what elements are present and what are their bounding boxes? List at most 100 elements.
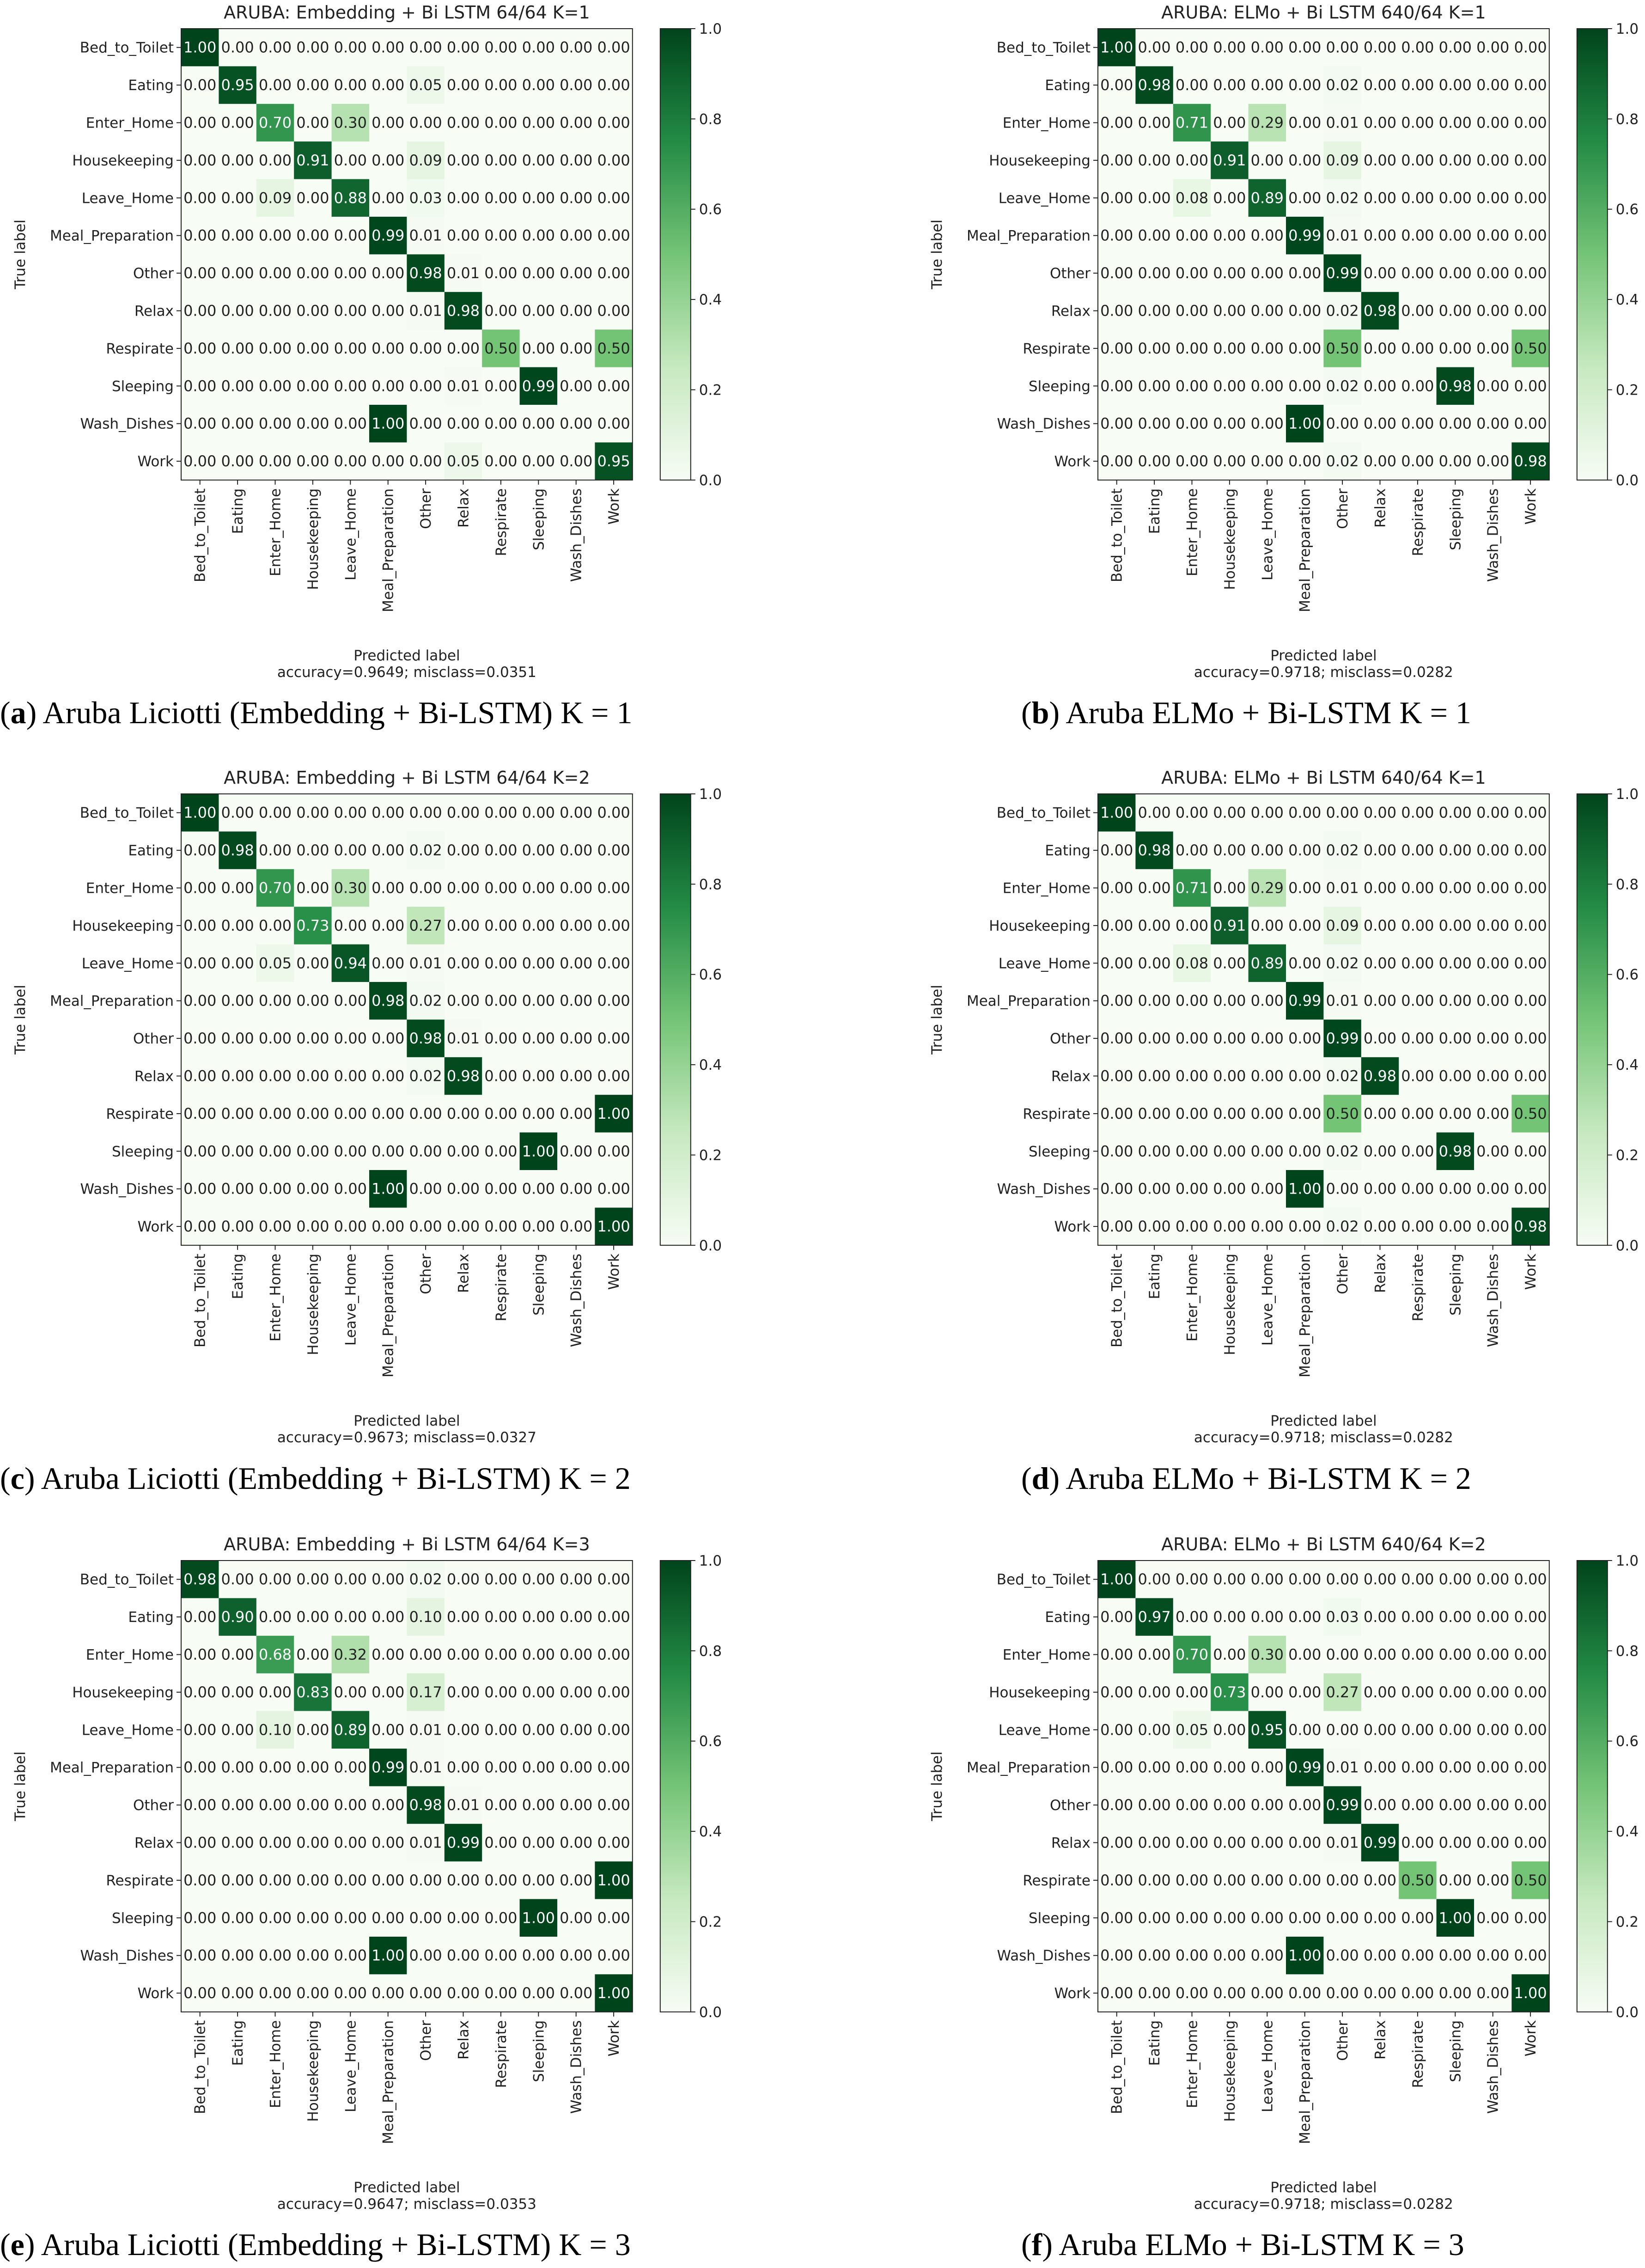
cell-value-label: 0.00 <box>1401 1834 1434 1852</box>
accuracy-label: accuracy=0.9647; misclass=0.0353 <box>277 2196 536 2213</box>
matrix-cell <box>1248 1786 1286 1824</box>
cell-value-label: 0.03 <box>409 189 442 207</box>
cell-value-label: 0.00 <box>484 189 517 207</box>
matrix-cell <box>1436 1132 1474 1171</box>
matrix-cell <box>1436 442 1474 481</box>
y-tick-label: Sleeping <box>1029 1143 1091 1160</box>
matrix-cell <box>444 29 482 67</box>
matrix-cell <box>1511 907 1550 945</box>
cell-value-label: 0.00 <box>1176 452 1208 470</box>
cell-value-label: 0.00 <box>334 1947 367 1964</box>
cell-value-label: 0.00 <box>296 1796 329 1814</box>
matrix-cell <box>1474 1861 1512 1900</box>
cell-value-label: 0.00 <box>560 1834 592 1852</box>
matrix-cell <box>1436 831 1474 870</box>
x-tick-label: Sleeping <box>530 488 547 550</box>
matrix-cell <box>256 1899 294 1937</box>
matrix-cell <box>294 442 332 481</box>
cell-value-label: 0.00 <box>1251 1947 1284 1964</box>
cell-value-label: 0.00 <box>1213 76 1246 94</box>
cell-value-label: 0.00 <box>296 1872 329 1889</box>
y-tick-label: Eating <box>128 842 174 859</box>
matrix-cell <box>256 217 294 255</box>
cell-value-label: 0.00 <box>259 841 292 859</box>
x-axis-label: Predicted label <box>1270 647 1377 664</box>
matrix-cell <box>331 831 370 870</box>
matrix-cell <box>219 1861 257 1900</box>
matrix-cell <box>1436 292 1474 330</box>
caption-text: Aruba ELMo + Bi-LSTM K = 2 <box>1060 1461 1471 1496</box>
caption-paren-open: ( <box>0 2227 11 2262</box>
x-axis-label: Predicted label <box>1270 1413 1377 1429</box>
cell-value-label: 0.00 <box>296 1180 329 1198</box>
matrix-cell <box>1248 1598 1286 1636</box>
cell-value-label: 0.00 <box>447 415 480 433</box>
y-tick-label: Relax <box>134 1068 174 1085</box>
matrix-cell <box>294 1132 332 1171</box>
cell-value-label: 0.00 <box>296 1105 329 1122</box>
matrix-cell <box>407 405 445 443</box>
x-tick-label: Bed_to_Toilet <box>1109 1254 1126 1347</box>
cell-value-label: 0.50 <box>1326 340 1359 357</box>
matrix-cell <box>1135 794 1174 832</box>
cell-value-label: 0.00 <box>1138 264 1170 282</box>
cell-value-label: 0.00 <box>1439 1984 1472 2002</box>
cell-value-label: 0.00 <box>1401 1947 1434 1964</box>
cell-value-label: 0.00 <box>1176 1834 1208 1852</box>
cell-value-label: 0.73 <box>296 917 329 934</box>
matrix-cell <box>407 1974 445 2012</box>
cell-value-label: 0.00 <box>1476 1218 1509 1235</box>
matrix-cell <box>1211 831 1249 870</box>
cell-value-label: 0.00 <box>522 1683 555 1701</box>
y-tick-label: Enter_Home <box>1003 115 1091 132</box>
matrix-cell <box>1361 869 1399 907</box>
matrix-cell <box>181 1673 219 1712</box>
cell-value-label: 0.00 <box>1439 879 1472 897</box>
cell-value-label: 0.00 <box>334 1571 367 1588</box>
y-tick-label: Respirate <box>106 1106 174 1122</box>
matrix-cell <box>1361 104 1399 142</box>
cell-value-label: 0.00 <box>1176 1984 1208 2002</box>
matrix-cell <box>1361 1711 1399 1749</box>
matrix-cell <box>1323 1132 1362 1171</box>
matrix-cell <box>444 831 482 870</box>
matrix-cell <box>1173 982 1211 1020</box>
caption-paren-open: ( <box>0 1461 11 1496</box>
matrix-cell <box>1135 405 1174 443</box>
matrix-cell <box>1474 1749 1512 1786</box>
colorbar <box>1576 1560 1608 2012</box>
cell-value-label: 0.00 <box>447 114 480 132</box>
cell-value-label: 0.99 <box>522 377 555 395</box>
matrix-cell <box>1323 1635 1362 1674</box>
matrix-cell <box>595 1561 633 1598</box>
x-tick-label: Enter_Home <box>1184 488 1201 576</box>
cell-value-label: 0.00 <box>1288 114 1321 132</box>
matrix-cell <box>1211 217 1249 255</box>
cell-value-label: 0.00 <box>1176 1796 1208 1814</box>
panel-title: ARUBA: ELMo + Bi LSTM 640/64 K=1 <box>1161 768 1486 788</box>
matrix-cell <box>1436 1170 1474 1208</box>
matrix-cell <box>595 1974 633 2012</box>
cell-value-label: 0.00 <box>1364 1796 1396 1814</box>
matrix-cell <box>1098 1561 1136 1598</box>
matrix-cell <box>1474 329 1512 368</box>
cell-value-label: 0.00 <box>1514 152 1547 169</box>
matrix-cell <box>1211 1170 1249 1208</box>
matrix-cell <box>181 1937 219 1975</box>
cell-value-label: 0.00 <box>1251 1030 1284 1047</box>
cell-value-label: 0.00 <box>1401 1646 1434 1664</box>
cell-value-label: 0.00 <box>409 1984 442 2002</box>
cell-value-label: 0.00 <box>1476 76 1509 94</box>
matrix-cell <box>1173 1598 1211 1636</box>
cell-value-label: 0.00 <box>597 264 630 282</box>
matrix-cell <box>1098 1861 1136 1900</box>
colorbar-tick-label: 1.0 <box>699 21 722 37</box>
cell-value-label: 0.00 <box>372 264 404 282</box>
matrix-cell <box>1474 29 1512 67</box>
cell-value-label: 0.00 <box>1476 1067 1509 1085</box>
matrix-cell <box>595 141 633 180</box>
cell-value-label: 0.00 <box>597 992 630 1010</box>
matrix-cell <box>219 794 257 832</box>
cell-value-label: 0.00 <box>1100 1984 1133 2002</box>
cell-value-label: 0.70 <box>1176 1646 1208 1664</box>
